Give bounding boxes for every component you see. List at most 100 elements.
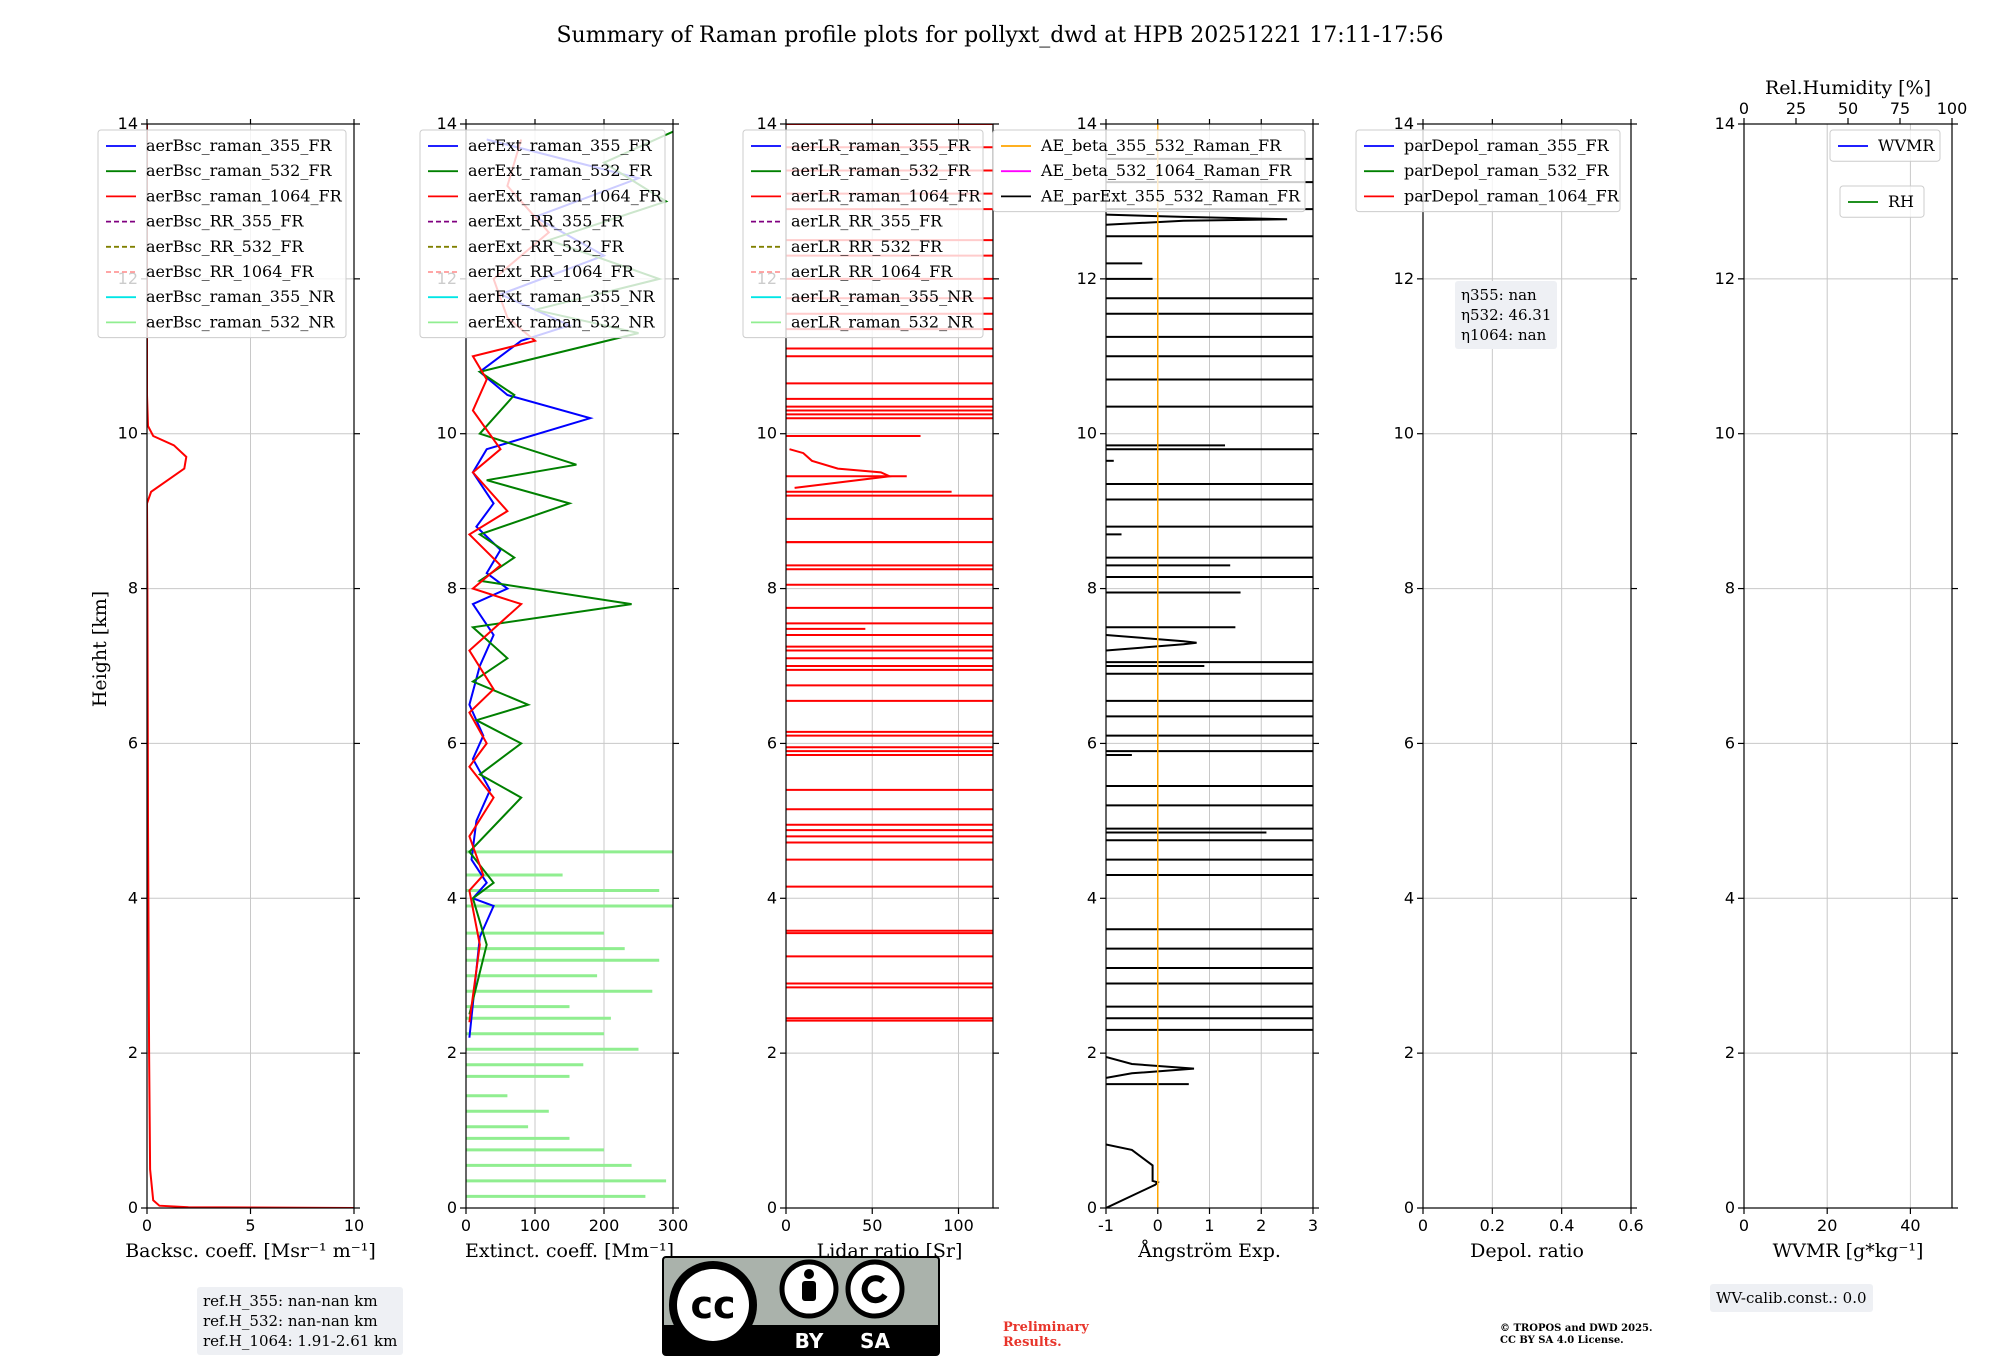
legend-entry: aerExt_raman_532_FR [468,161,653,180]
y-tick-label: 4 [1087,888,1097,907]
top-x-tick-label: 75 [1890,99,1910,118]
x-axis-label-ext: Extinct. coeff. [Mm⁻¹] [465,1240,674,1262]
y-tick-label: 4 [1725,888,1735,907]
y-tick-label: 14 [118,114,138,133]
y-tick-label: 12 [1394,269,1414,288]
x-tick-label: 2 [1256,1216,1266,1235]
series-AE_parExt_355_532_Raman_FR [1106,634,1197,652]
legend-entry: aerExt_raman_355_NR [468,287,656,306]
top-x-axis-label: Rel.Humidity [%] [1765,77,1931,99]
legend-entry: AE_beta_532_1064_Raman_FR [1040,161,1292,180]
legend-entry: aerExt_raman_532_NR [468,312,656,331]
legend-entry: aerExt_RR_355_FR [468,212,625,231]
x-tick-label: 0.4 [1549,1216,1574,1235]
legend-entry: aerBsc_RR_1064_FR [146,262,315,281]
x-tick-label: 20 [1817,1216,1837,1235]
legend-frame [992,129,1306,213]
x-tick-label: 3 [1308,1216,1318,1235]
x-tick-label: 0.2 [1480,1216,1505,1235]
y-tick-label: 4 [128,888,138,907]
x-axis-label-ae: Ångström Exp. [1137,1240,1281,1262]
copyright-line-2: CC BY SA 4.0 License. [1500,1335,1624,1346]
series-aerLR_raman_1064_FR [789,448,894,489]
y-tick-label: 10 [757,424,777,443]
y-tick-label: 14 [437,114,457,133]
legend-entry: aerBsc_RR_355_FR [146,212,304,231]
y-tick-label: 0 [447,1198,457,1217]
y-tick-label: 14 [1715,114,1735,133]
legend-entry: WVMR [1878,136,1935,155]
sa-icon [845,1259,905,1319]
legend-frame [1839,185,1925,218]
x-tick-label: -1 [1098,1216,1114,1235]
top-x-tick-label: 50 [1838,99,1858,118]
series-AE_parExt_355_532_Raman_FR [1106,213,1288,226]
x-tick-label: 10 [344,1216,364,1235]
x-tick-label: 100 [520,1216,551,1235]
series-AE_parExt_355_532_Raman_FR [1106,1143,1160,1208]
x-tick-label: 0.6 [1618,1216,1643,1235]
legend-entry: aerBsc_raman_532_NR [146,312,335,331]
x-tick-label: 0 [1153,1216,1163,1235]
eta-annotation: η355: nan η532: 46.31 η1064: nan [1455,281,1558,349]
y-tick-label: 0 [1087,1198,1097,1217]
legend-frame [1829,129,1941,162]
by-text: BY [795,1329,824,1353]
y-tick-label: 8 [1087,579,1097,598]
y-tick-label: 0 [1725,1198,1735,1217]
y-tick-label: 4 [767,888,777,907]
y-tick-label: 2 [1725,1043,1735,1062]
legend-entry: aerLR_raman_532_FR [791,161,971,180]
y-tick-label: 0 [1404,1198,1414,1217]
y-tick-label: 10 [1077,424,1097,443]
eta-532: η532: 46.31 [1461,306,1552,324]
y-tick-label: 10 [437,424,457,443]
legend-entry: aerLR_raman_355_FR [791,136,971,155]
x-tick-label: 0 [781,1216,791,1235]
legend-bsc: aerBsc_raman_355_FR aerBsc_raman_532_FRae… [97,129,347,339]
legend-depol: parDepol_raman_355_FR parDepol_raman_532_… [1355,129,1621,213]
y-tick-label: 10 [1394,424,1414,443]
preliminary-line-2: Results. [1003,1335,1062,1350]
y-tick-label: 6 [447,733,457,752]
legend-entry: AE_beta_355_532_Raman_FR [1040,136,1282,155]
legend-frame [742,129,984,339]
legend-entry: parDepol_raman_532_FR [1404,161,1610,180]
legend-lr: aerLR_raman_355_FR aerLR_raman_532_FR aerL… [742,129,984,339]
legend-entry: aerBsc_raman_1064_FR [146,186,343,205]
x-tick-label: 300 [658,1216,689,1235]
preliminary-line-1: Preliminary [1003,1320,1089,1335]
copyright-note: © TROPOS and DWD 2025. CC BY SA 4.0 Lice… [1500,1323,1652,1347]
y-tick-label: 2 [767,1043,777,1062]
x-axis-label-wv: WVMR [g*kg⁻¹] [1773,1240,1924,1262]
cc-text: cc [690,1283,735,1327]
x-tick-label: 40 [1900,1216,1920,1235]
y-tick-label: 4 [447,888,457,907]
legend-entry: aerExt_raman_1064_FR [468,186,663,205]
top-x-tick-label: 0 [1739,99,1749,118]
legend-entry: parDepol_raman_355_FR [1404,136,1610,155]
legend-entry: aerLR_raman_355_NR [791,287,974,306]
axes-frame-ext [465,123,674,1209]
legend-entry: aerBsc_RR_532_FR [146,237,304,256]
y-tick-label: 6 [128,733,138,752]
legend-entry: aerLR_RR_1064_FR [791,262,953,281]
y-tick-label: 8 [1725,579,1735,598]
y-tick-label: 14 [1077,114,1097,133]
legend-entry: aerLR_raman_1064_FR [791,186,981,205]
series-aerBsc_raman_1064_FR [147,124,354,1208]
x-tick-label: 200 [589,1216,620,1235]
legend-entry: aerBsc_raman_355_NR [146,287,335,306]
ref-h-532: ref.H_532: nan-nan km [203,1312,378,1330]
reference-height-annotation: ref.H_355: nan-nan km ref.H_532: nan-nan… [197,1287,404,1355]
top-x-tick-label: 25 [1786,99,1806,118]
legend-rh: RH [1839,185,1925,218]
axes-frame-depol [1422,123,1632,1209]
y-tick-label: 12 [1077,269,1097,288]
x-axis-label-depol: Depol. ratio [1470,1240,1584,1262]
y-tick-label: 6 [1404,733,1414,752]
legend-entry: aerLR_RR_355_FR [791,212,943,231]
